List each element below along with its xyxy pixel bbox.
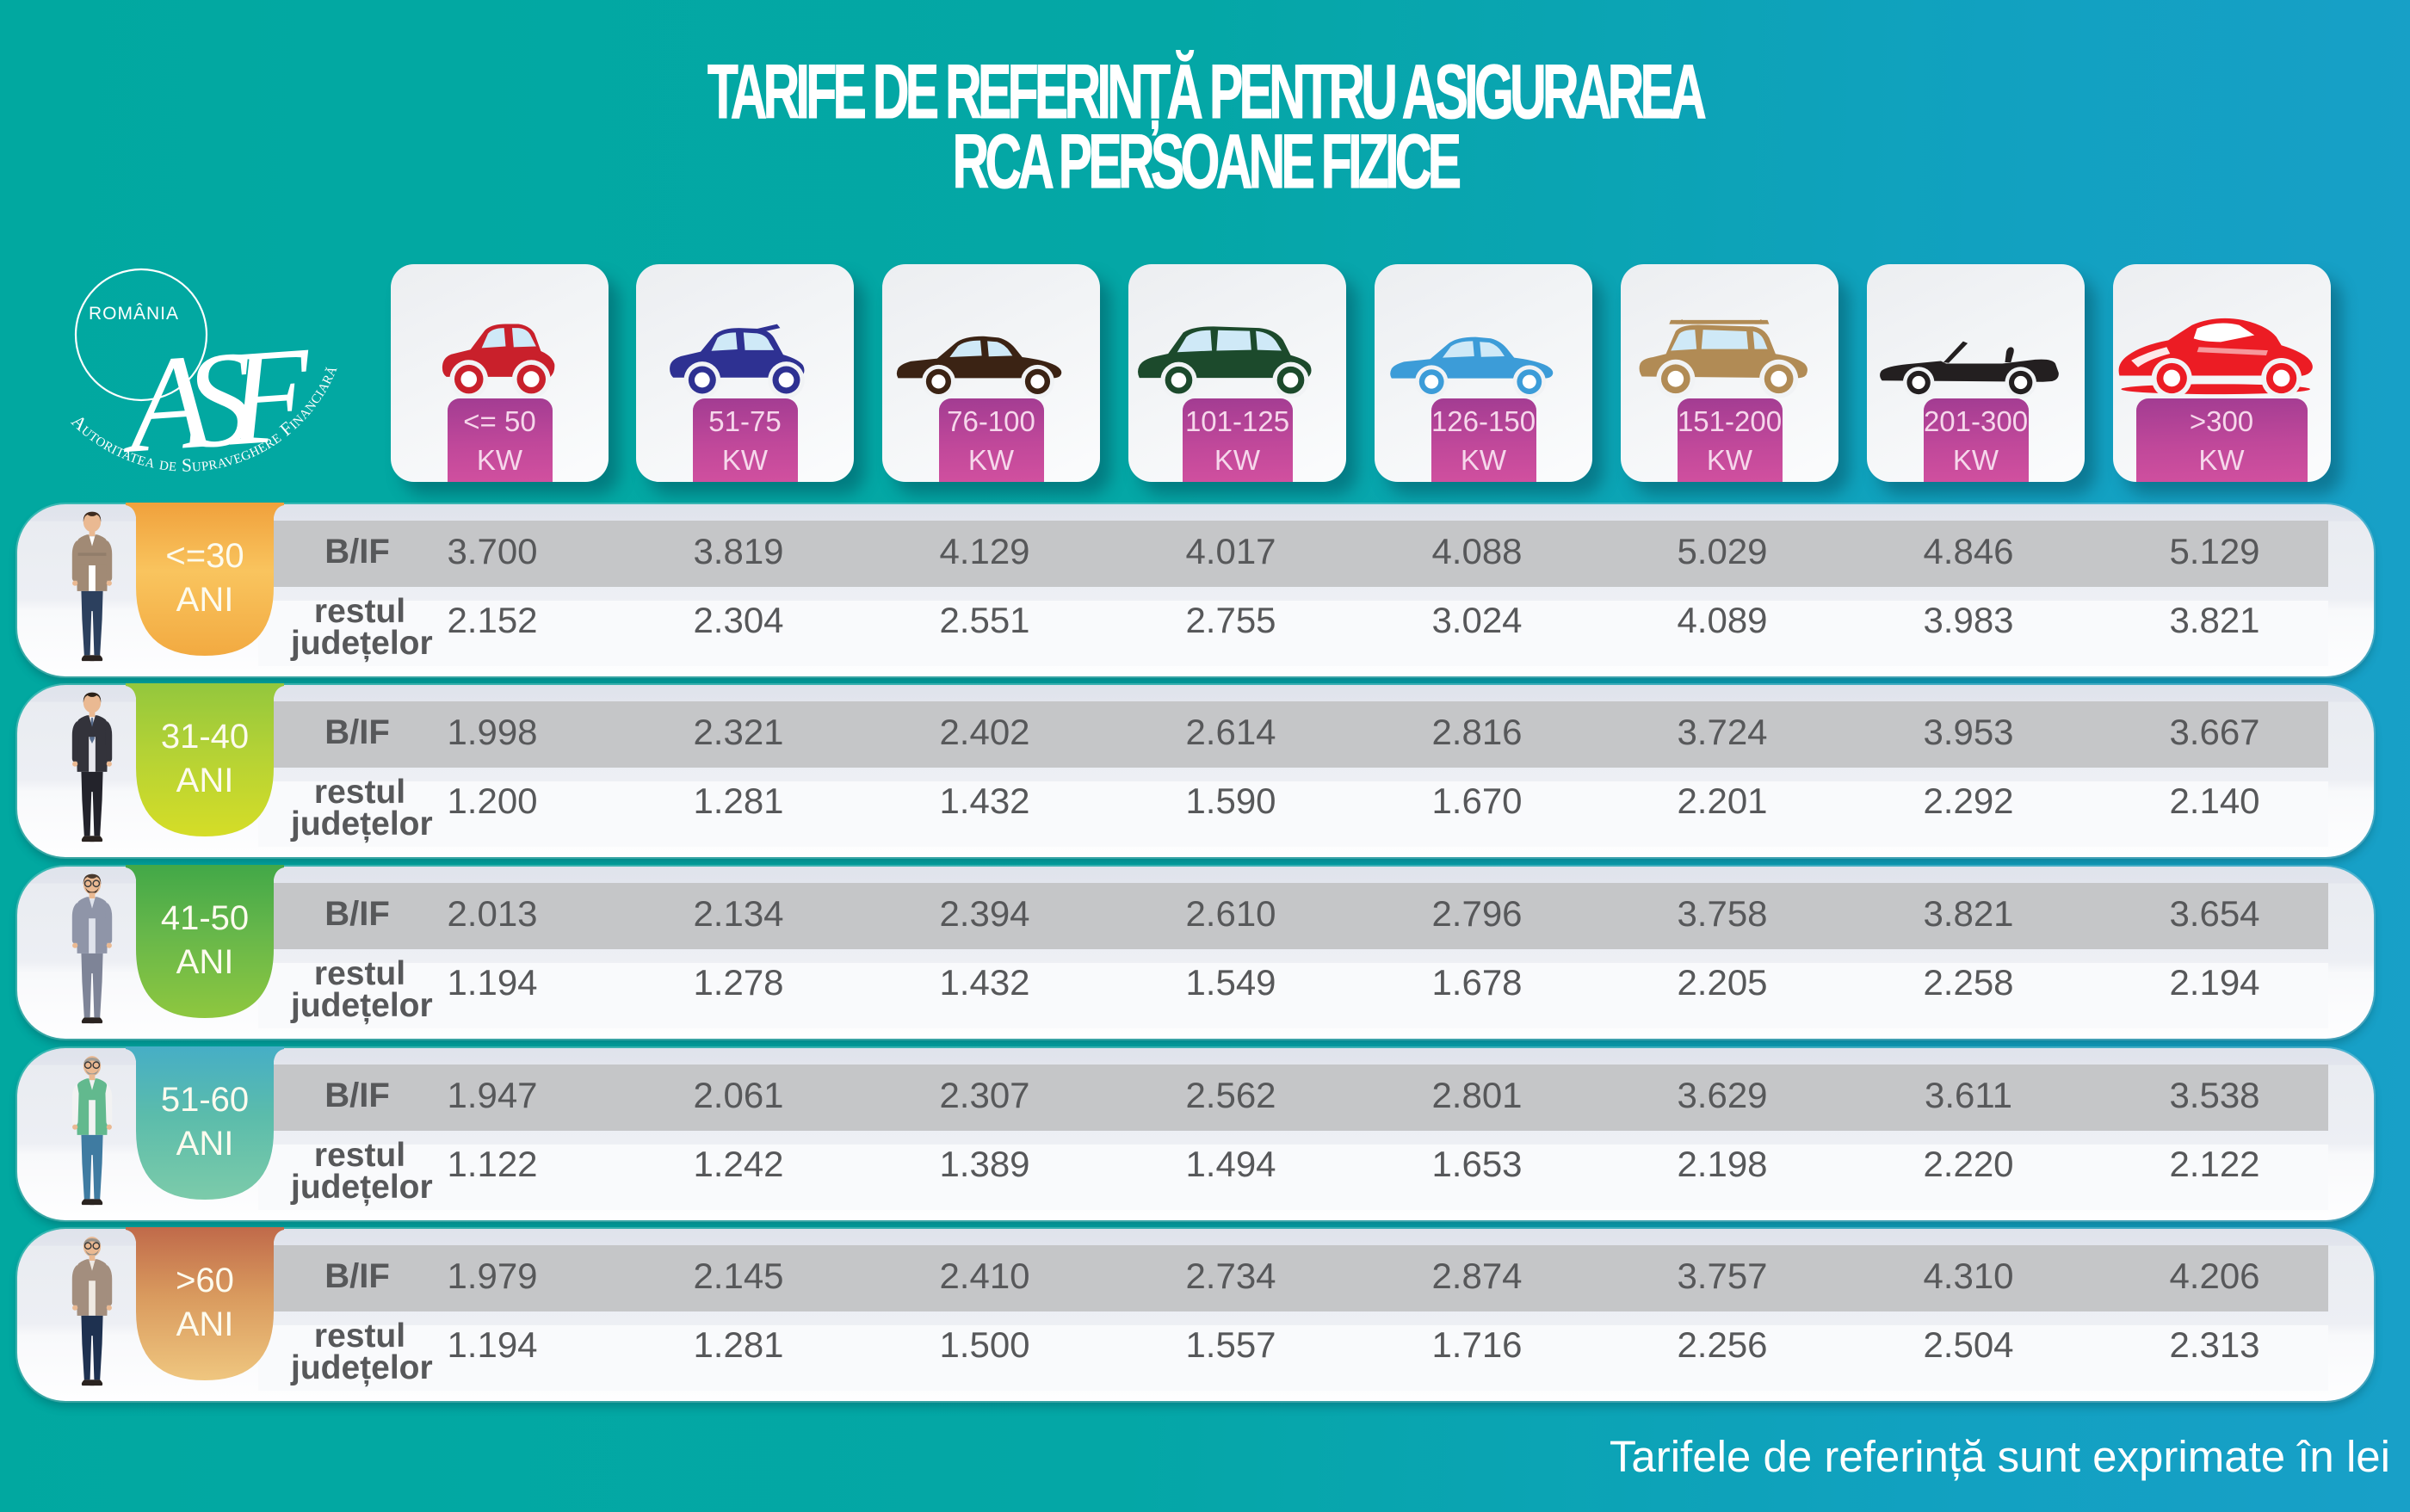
svg-text:>60: >60 — [176, 1262, 234, 1299]
svg-text:ANI: ANI — [176, 1305, 234, 1343]
svg-text:ROMÂNIA: ROMÂNIA — [89, 304, 179, 324]
svg-text:ANI: ANI — [176, 1125, 234, 1163]
svg-text:ANI: ANI — [176, 581, 234, 619]
svg-text:41-50: 41-50 — [161, 899, 249, 937]
svg-text:<=30: <=30 — [165, 537, 244, 575]
svg-text:ANI: ANI — [176, 762, 234, 799]
svg-text:31-40: 31-40 — [161, 718, 249, 756]
svg-text:51-60: 51-60 — [161, 1081, 249, 1119]
svg-text:ANI: ANI — [176, 943, 234, 981]
